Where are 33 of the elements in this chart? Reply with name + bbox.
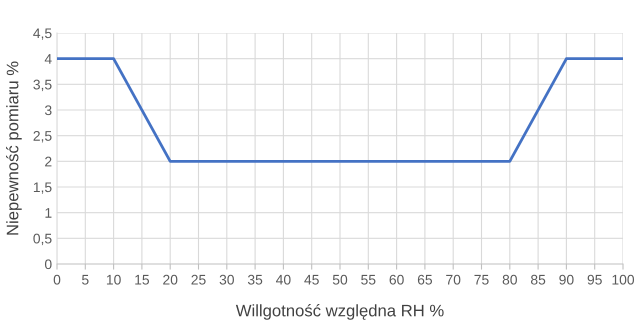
x-tick-label: 30 bbox=[220, 274, 234, 285]
x-tick-label: 100 bbox=[612, 274, 634, 285]
x-tick-label: 15 bbox=[135, 274, 150, 285]
x-tick-label: 10 bbox=[106, 274, 121, 285]
x-axis-title: Willgotność względna RH % bbox=[236, 304, 444, 320]
y-tick-label: 4 bbox=[44, 54, 52, 64]
y-tick-label: 3,5 bbox=[33, 80, 52, 92]
x-tick-label: 85 bbox=[530, 274, 546, 285]
x-tick-label: 75 bbox=[474, 274, 489, 285]
x-tick-label: 90 bbox=[559, 274, 574, 285]
x-tick-label: 60 bbox=[390, 274, 404, 285]
x-tick-label: 50 bbox=[332, 274, 348, 285]
x-tick-label: 65 bbox=[418, 274, 432, 285]
x-tick-label: 0 bbox=[54, 274, 60, 285]
y-axis-title: Niepewność pomiaru % bbox=[6, 62, 22, 235]
y-tick-label: 1 bbox=[45, 208, 52, 218]
x-tick-label: 95 bbox=[588, 274, 602, 285]
x-tick-label: 40 bbox=[276, 274, 291, 285]
x-tick-label: 70 bbox=[446, 274, 460, 285]
x-tick-label: 45 bbox=[304, 274, 319, 285]
y-tick-label: 2 bbox=[45, 156, 52, 166]
y-tick-label: 0,5 bbox=[33, 234, 52, 246]
y-tick-label: 2,5 bbox=[34, 131, 52, 142]
y-tick-label: 1,5 bbox=[34, 182, 52, 194]
x-tick-label: 35 bbox=[248, 274, 262, 285]
y-tick-label: 3 bbox=[44, 105, 52, 116]
x-tick-label: 55 bbox=[361, 274, 376, 285]
y-tick-label: 0 bbox=[44, 259, 52, 270]
y-tick-label: 4,5 bbox=[33, 28, 52, 40]
x-tick-label: 20 bbox=[163, 274, 178, 285]
x-tick-label: 25 bbox=[191, 274, 206, 285]
x-tick-label: 80 bbox=[502, 274, 517, 285]
x-tick-label: 5 bbox=[82, 274, 89, 285]
